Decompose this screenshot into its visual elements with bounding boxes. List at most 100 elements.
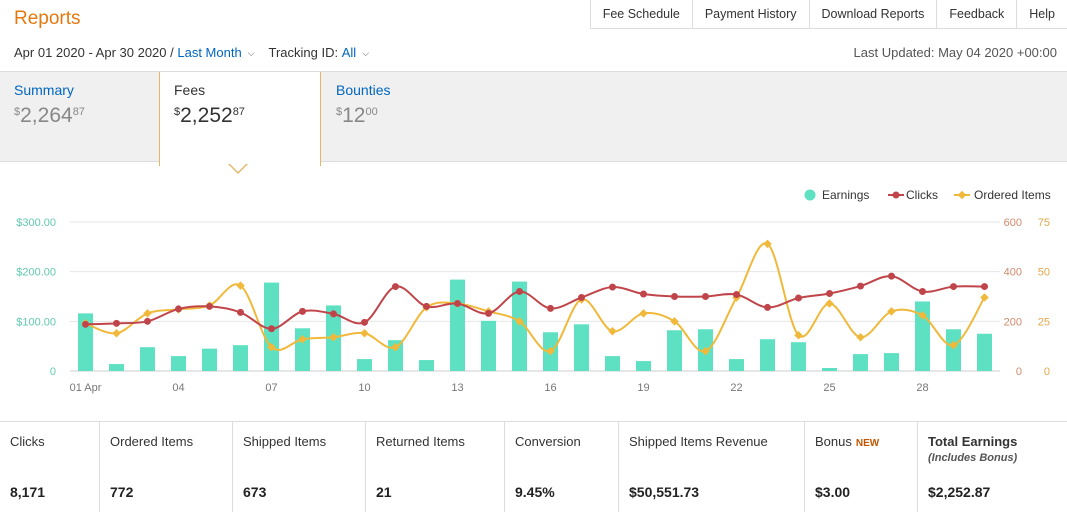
payment-history-button[interactable]: Payment History — [693, 0, 810, 28]
stat-label: Conversion — [515, 434, 581, 449]
new-badge: NEW — [855, 438, 880, 449]
stat-label: Ordered Items — [110, 434, 194, 449]
chevron-down-icon[interactable]: ⌵ — [247, 48, 255, 58]
earnings-bar — [171, 356, 186, 371]
report-filters: Apr 01 2020 - Apr 30 2020 / Last Month ⌵… — [14, 45, 383, 60]
y-tick-label-earnings: 0 — [50, 366, 56, 378]
earnings-bar — [233, 345, 248, 371]
clicks-point — [981, 283, 988, 291]
earnings-bar — [822, 368, 837, 371]
tab-fees-amount: $2,25287 — [174, 104, 245, 127]
x-tick-label: 16 — [544, 382, 556, 394]
earnings-bar — [295, 328, 310, 371]
earnings-bar — [450, 279, 465, 371]
tab-fees[interactable]: Fees $2,25287 — [159, 72, 321, 166]
tracking-id-dropdown[interactable]: All — [341, 45, 357, 60]
x-tick-label: 25 — [823, 382, 835, 394]
feedback-button[interactable]: Feedback — [937, 0, 1018, 28]
stat-label: Shipped Items — [243, 434, 327, 449]
ordered-items-point — [112, 329, 121, 338]
y-tick-label-items: 50 — [1038, 267, 1050, 279]
earnings-bar — [481, 320, 496, 371]
clicks-point — [206, 302, 213, 310]
clicks-point — [268, 325, 275, 333]
earnings-bar — [667, 330, 682, 371]
legend-clicks-marker — [892, 191, 900, 199]
clicks-point — [733, 291, 740, 299]
legend-earnings-label: Earnings — [822, 188, 869, 202]
stat-value: $50,551.73 — [629, 484, 700, 500]
earnings-bar — [512, 281, 527, 371]
stat-value: $2,252.87 — [928, 484, 991, 500]
tab-bounties[interactable]: Bounties $1200 — [322, 72, 482, 162]
y-tick-label-items: 0 — [1044, 366, 1050, 378]
stat-conversion: Conversion 9.45% — [505, 422, 619, 512]
earnings-bar — [884, 353, 899, 371]
fee-schedule-button[interactable]: Fee Schedule — [591, 0, 693, 28]
clicks-point — [702, 293, 709, 300]
tab-summary[interactable]: Summary $2,26487 — [0, 72, 160, 162]
clicks-point — [82, 320, 89, 328]
stat-value: 21 — [376, 484, 392, 500]
earnings-bar — [853, 354, 868, 371]
x-tick-label: 19 — [637, 382, 649, 394]
x-tick-label: 22 — [730, 382, 742, 394]
stat-shipped-revenue: Shipped Items Revenue $50,551.73 — [619, 422, 805, 512]
stat-label: Clicks — [10, 434, 45, 449]
tab-bounties-amount: $1200 — [336, 104, 378, 127]
tracking-id-label: Tracking ID: — [268, 45, 339, 60]
earnings-bar — [946, 329, 961, 371]
y-tick-label-clicks: 400 — [1004, 267, 1022, 279]
clicks-point — [795, 294, 802, 302]
stat-label: Bonus NEW — [815, 434, 880, 449]
clicks-point — [392, 283, 399, 291]
stat-label: Total Earnings — [928, 434, 1018, 449]
clicks-point — [361, 318, 368, 326]
stat-returned-items: Returned Items 21 — [366, 422, 505, 512]
ordered-items-point — [360, 329, 369, 338]
earnings-bar — [202, 348, 217, 371]
stat-value: 9.45% — [515, 484, 555, 500]
earnings-chart: 0 $100.00 $200.00 $300.00 0 200 400 600 0 25 50 75 0… — [0, 170, 1067, 400]
ordered-items-point — [546, 346, 555, 356]
x-tick-label: 10 — [358, 382, 370, 394]
earnings-bar — [977, 333, 992, 371]
stat-bonus: Bonus NEW $3.00 — [805, 422, 918, 512]
ordered-items-point — [980, 293, 989, 302]
clicks-point — [640, 290, 647, 298]
clicks-point — [485, 309, 492, 317]
stat-value: 772 — [110, 484, 134, 500]
clicks-point — [175, 305, 182, 313]
x-tick-label: 01 Apr — [70, 382, 102, 394]
ordered-items-point — [236, 281, 245, 290]
legend-clicks-label: Clicks — [906, 188, 938, 202]
chart-svg: 0 $100.00 $200.00 $300.00 0 200 400 600 0 25 50 75 0… — [16, 188, 1050, 394]
ordered-items-point — [856, 332, 865, 342]
stats-bar: Clicks 8,171 Ordered Items 772 Shipped I… — [0, 421, 1067, 512]
clicks-point — [423, 302, 430, 310]
clicks-point — [237, 308, 244, 316]
ordered-items-point — [639, 309, 648, 318]
stat-value: $3.00 — [815, 484, 851, 500]
y-tick-label-clicks: 600 — [1004, 217, 1022, 229]
earnings-bar — [574, 324, 589, 371]
tab-fees-label: Fees — [174, 82, 206, 98]
clicks-point — [547, 304, 554, 312]
clicks-point — [113, 319, 120, 327]
earnings-bar — [791, 342, 806, 371]
chevron-down-icon[interactable]: ⌵ — [362, 48, 370, 58]
stat-shipped-items: Shipped Items 673 — [233, 422, 366, 512]
top-nav: Fee Schedule Payment History Download Re… — [589, 0, 1067, 29]
stat-label: Returned Items — [376, 434, 465, 449]
x-tick-label: 28 — [916, 382, 928, 394]
clicks-point — [330, 310, 337, 318]
date-preset-dropdown[interactable]: Last Month — [177, 45, 242, 60]
download-reports-button[interactable]: Download Reports — [810, 0, 938, 28]
summary-tabs: Summary $2,26487 Fees $2,25287 Bounties … — [0, 71, 1067, 166]
tab-summary-label: Summary — [14, 82, 74, 98]
ordered-items-line — [85, 242, 986, 353]
ordered-items-point — [949, 340, 958, 350]
help-button[interactable]: Help — [1029, 7, 1055, 21]
clicks-point — [826, 290, 833, 298]
last-updated-text: Last Updated: May 04 2020 +00:00 — [853, 45, 1057, 60]
